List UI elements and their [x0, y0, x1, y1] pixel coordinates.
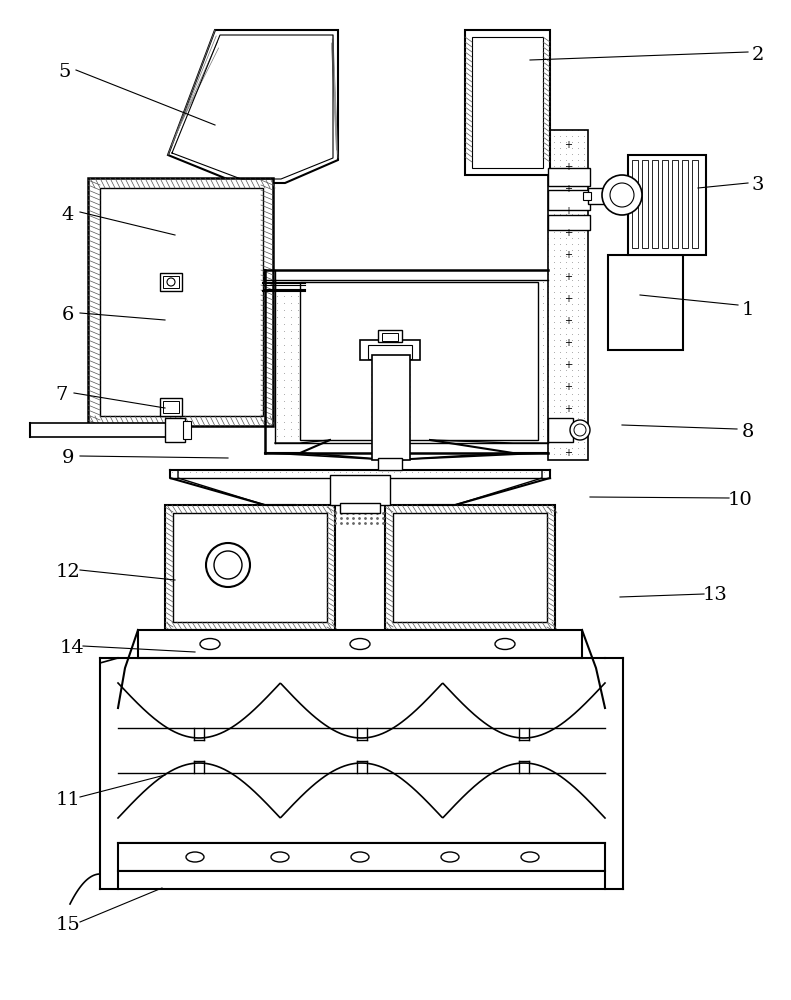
- Text: 10: 10: [728, 491, 752, 509]
- Text: 8: 8: [742, 423, 754, 441]
- Text: 11: 11: [55, 791, 81, 809]
- Bar: [548, 215, 590, 230]
- Ellipse shape: [186, 852, 204, 862]
- Bar: [548, 130, 588, 460]
- Text: 5: 5: [59, 63, 71, 81]
- Bar: [160, 273, 182, 291]
- Text: 15: 15: [55, 916, 81, 934]
- Bar: [160, 398, 182, 416]
- Bar: [138, 630, 582, 658]
- Bar: [465, 30, 550, 175]
- Ellipse shape: [521, 852, 539, 862]
- Text: +: +: [564, 228, 572, 238]
- Text: 14: 14: [59, 639, 85, 657]
- Text: +: +: [564, 250, 572, 260]
- Bar: [360, 340, 420, 360]
- Bar: [548, 418, 573, 442]
- Bar: [672, 160, 678, 248]
- Text: +: +: [564, 294, 572, 304]
- Text: 6: 6: [62, 306, 74, 324]
- Bar: [548, 168, 590, 186]
- Text: +: +: [564, 426, 572, 436]
- Bar: [165, 418, 185, 442]
- Text: +: +: [564, 272, 572, 282]
- Bar: [692, 160, 698, 248]
- Bar: [163, 401, 179, 413]
- Text: +: +: [564, 162, 572, 172]
- Text: +: +: [564, 316, 572, 326]
- Text: +: +: [564, 382, 572, 392]
- Bar: [163, 276, 179, 288]
- Bar: [588, 188, 622, 204]
- Text: 3: 3: [751, 176, 764, 194]
- Circle shape: [167, 278, 175, 286]
- Bar: [165, 505, 335, 630]
- Bar: [385, 505, 555, 630]
- Text: 7: 7: [56, 386, 68, 404]
- Bar: [118, 871, 605, 889]
- Ellipse shape: [350, 639, 370, 650]
- Polygon shape: [168, 30, 338, 183]
- Bar: [682, 160, 688, 248]
- Text: 1: 1: [742, 301, 754, 319]
- Ellipse shape: [200, 639, 220, 650]
- Bar: [372, 355, 410, 460]
- Text: 13: 13: [702, 586, 728, 604]
- Ellipse shape: [441, 852, 459, 862]
- Bar: [662, 160, 668, 248]
- Circle shape: [610, 183, 634, 207]
- Bar: [100, 188, 263, 416]
- Bar: [393, 513, 547, 622]
- Bar: [88, 178, 273, 426]
- Bar: [340, 503, 380, 513]
- Bar: [628, 155, 706, 255]
- Text: 2: 2: [751, 46, 764, 64]
- Circle shape: [214, 551, 242, 579]
- Bar: [30, 423, 168, 437]
- Text: 12: 12: [55, 563, 81, 581]
- Bar: [632, 160, 638, 248]
- Bar: [652, 160, 658, 248]
- Bar: [183, 421, 191, 439]
- Bar: [583, 192, 591, 200]
- Bar: [548, 190, 590, 210]
- Bar: [378, 458, 402, 470]
- Bar: [300, 282, 538, 440]
- Text: +: +: [564, 404, 572, 414]
- Text: 4: 4: [62, 206, 74, 224]
- Circle shape: [570, 420, 590, 440]
- Ellipse shape: [495, 639, 515, 650]
- Bar: [118, 843, 605, 871]
- Circle shape: [206, 543, 250, 587]
- Bar: [368, 345, 412, 359]
- Circle shape: [602, 175, 642, 215]
- Ellipse shape: [271, 852, 289, 862]
- Bar: [608, 255, 683, 350]
- Ellipse shape: [351, 852, 369, 862]
- Text: +: +: [564, 338, 572, 348]
- Bar: [330, 475, 390, 505]
- Text: +: +: [564, 140, 572, 150]
- Bar: [173, 513, 327, 622]
- Bar: [472, 37, 543, 168]
- Bar: [378, 330, 402, 342]
- Bar: [382, 333, 398, 341]
- Text: +: +: [564, 360, 572, 370]
- Text: +: +: [564, 184, 572, 194]
- Bar: [642, 160, 648, 248]
- Text: 9: 9: [62, 449, 74, 467]
- Text: +: +: [564, 206, 572, 216]
- Text: +: +: [564, 448, 572, 458]
- Circle shape: [574, 424, 586, 436]
